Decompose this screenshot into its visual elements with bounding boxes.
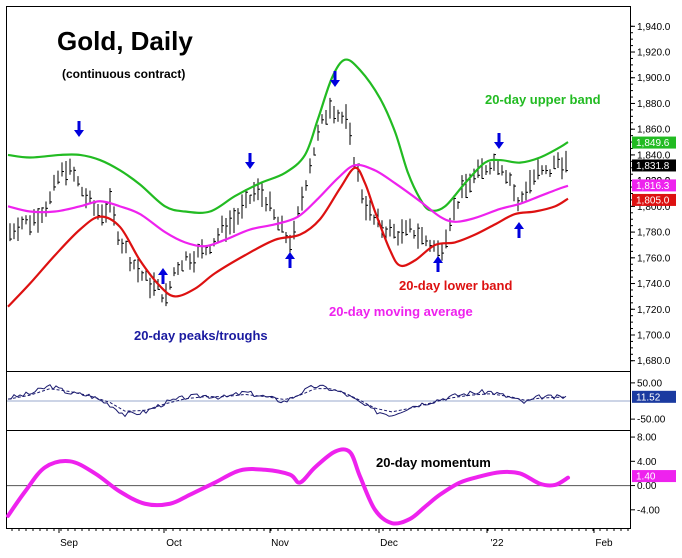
upper-band-line [7, 58, 569, 214]
oscillator-tick-label: 50.00 [637, 378, 662, 389]
svg-text:1,849.6: 1,849.6 [636, 138, 670, 149]
moving-average-label: 20-day moving average [329, 304, 473, 319]
lower-band-value-tag: 1,805.0 [632, 193, 676, 206]
peaks-troughs-label: 20-day peaks/troughs [134, 328, 268, 343]
time-tick-label: Sep [60, 538, 78, 549]
peak-arrow-icon [245, 153, 255, 169]
oscillator-axis: 50.00 -50.00 [631, 378, 666, 426]
svg-text:11.52: 11.52 [636, 392, 661, 403]
momentum-line [6, 447, 570, 526]
momentum-tick-label: 4.00 [637, 457, 657, 468]
oscillator-value-tag: 11.52 [632, 390, 676, 403]
momentum-value-tag: 1.40 [632, 470, 676, 483]
band-lines [7, 58, 569, 308]
lower-band-label: 20-day lower band [399, 278, 512, 293]
price-tick-label: 1,720.0 [637, 305, 671, 316]
price-tick-label: 1,680.0 [637, 356, 671, 367]
oscillator-line [7, 384, 567, 418]
price-tick-label: 1,940.0 [637, 22, 671, 33]
peak-trough-arrows [74, 71, 524, 284]
price-tick-label: 1,740.0 [637, 279, 671, 290]
chart-subtitle: (continuous contract) [62, 67, 185, 81]
time-axis: Sep Oct Nov Dec '22 Feb [11, 528, 629, 549]
trough-arrow-icon [433, 256, 443, 272]
upper-band-value-tag: 1,849.6 [632, 136, 676, 149]
price-bars [9, 97, 568, 307]
momentum-tick-label: -4.00 [637, 505, 660, 516]
oscillator-signal-line [7, 388, 567, 413]
oscillator-tick-label: -50.00 [637, 415, 666, 426]
moving-average-value-tag: 1,816.3 [632, 179, 676, 192]
svg-text:1,805.0: 1,805.0 [636, 195, 670, 206]
svg-text:1.40: 1.40 [636, 472, 656, 483]
momentum-lines [6, 447, 630, 526]
time-tick-label: Oct [166, 538, 182, 549]
upper-band-label: 20-day upper band [485, 92, 601, 107]
plot-frame [6, 6, 631, 529]
trough-arrow-icon [285, 252, 295, 268]
time-tick-label: Dec [380, 538, 398, 549]
momentum-label: 20-day momentum [376, 455, 491, 470]
svg-text:1,831.8: 1,831.8 [636, 161, 670, 172]
peak-arrow-icon [494, 133, 504, 149]
peak-arrow-icon [330, 71, 340, 87]
trough-arrow-icon [158, 268, 168, 284]
price-tick-label: 1,800.0 [637, 202, 671, 213]
value-tags: 1,849.6 1,831.8 1,816.3 1,805.0 11.52 1.40 [632, 136, 676, 483]
oscillator-lines [7, 384, 630, 418]
price-tick-label: 1,860.0 [637, 125, 671, 136]
price-value-tag: 1,831.8 [632, 159, 676, 172]
chart-title: Gold, Daily [57, 26, 193, 56]
momentum-tick-label: 8.00 [637, 433, 657, 444]
price-tick-label: 1,840.0 [637, 150, 671, 161]
trough-arrow-icon [514, 222, 524, 238]
lower-band-line [7, 166, 569, 308]
momentum-axis: 8.00 4.00 0.00 -4.00 [631, 433, 660, 516]
svg-text:1,816.3: 1,816.3 [636, 181, 670, 192]
price-tick-label: 1,780.0 [637, 228, 671, 239]
price-tick-label: 1,900.0 [637, 73, 671, 84]
time-tick-label: Feb [595, 538, 613, 549]
price-tick-label: 1,760.0 [637, 253, 671, 264]
momentum-tick-label: 0.00 [637, 481, 657, 492]
moving-average-line [7, 163, 569, 248]
time-tick-label: Nov [271, 538, 289, 549]
price-tick-label: 1,700.0 [637, 330, 671, 341]
price-tick-label: 1,920.0 [637, 48, 671, 59]
price-tick-label: 1,880.0 [637, 99, 671, 110]
peak-arrow-icon [74, 121, 84, 137]
time-tick-label: '22 [490, 538, 503, 549]
